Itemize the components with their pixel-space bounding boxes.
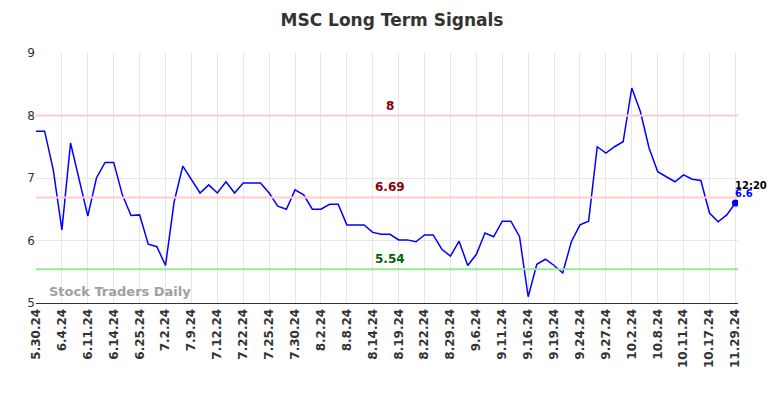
svg-text:7.9.24: 7.9.24	[184, 309, 198, 352]
svg-text:8.8.24: 8.8.24	[340, 309, 354, 352]
svg-text:5: 5	[27, 296, 35, 310]
svg-text:8.22.24: 8.22.24	[417, 309, 431, 360]
svg-text:6.6: 6.6	[735, 188, 753, 199]
svg-text:MSC Long Term Signals: MSC Long Term Signals	[281, 10, 504, 30]
svg-text:8.19.24: 8.19.24	[392, 309, 406, 360]
svg-text:9.6.24: 9.6.24	[469, 309, 483, 352]
svg-text:6.4.24: 6.4.24	[55, 309, 69, 352]
svg-text:9.16.24: 9.16.24	[521, 309, 535, 360]
svg-text:5.54: 5.54	[375, 252, 405, 266]
svg-text:9.19.24: 9.19.24	[547, 309, 561, 360]
svg-text:Stock Traders Daily: Stock Traders Daily	[49, 284, 191, 299]
svg-text:7.25.24: 7.25.24	[262, 309, 276, 360]
svg-text:7.22.24: 7.22.24	[236, 309, 250, 360]
svg-text:10.2.24: 10.2.24	[625, 309, 639, 360]
svg-text:6.25.24: 6.25.24	[133, 309, 147, 360]
svg-text:9.24.24: 9.24.24	[573, 309, 587, 360]
svg-text:7.2.24: 7.2.24	[158, 309, 172, 352]
svg-text:9: 9	[27, 46, 35, 60]
svg-text:8: 8	[27, 109, 35, 123]
svg-text:6.11.24: 6.11.24	[81, 309, 95, 360]
svg-text:12:20: 12:20	[735, 180, 767, 191]
svg-text:7.30.24: 7.30.24	[288, 309, 302, 360]
svg-text:9.11.24: 9.11.24	[495, 309, 509, 360]
svg-text:10.11.24: 10.11.24	[677, 309, 691, 368]
svg-text:8: 8	[386, 99, 394, 113]
svg-text:8.2.24: 8.2.24	[314, 309, 328, 352]
svg-text:6.69: 6.69	[375, 180, 405, 194]
svg-text:11.29.24: 11.29.24	[728, 309, 742, 368]
svg-text:10.8.24: 10.8.24	[651, 309, 665, 360]
svg-text:5.30.24: 5.30.24	[29, 309, 43, 360]
svg-text:8.14.24: 8.14.24	[366, 309, 380, 360]
svg-text:6: 6	[27, 234, 35, 248]
svg-text:7: 7	[27, 171, 35, 185]
svg-text:6.14.24: 6.14.24	[107, 309, 121, 360]
svg-text:9.27.24: 9.27.24	[599, 309, 613, 360]
svg-text:7.12.24: 7.12.24	[210, 309, 224, 360]
svg-text:8.29.24: 8.29.24	[443, 309, 457, 360]
svg-text:10.17.24: 10.17.24	[702, 309, 716, 368]
